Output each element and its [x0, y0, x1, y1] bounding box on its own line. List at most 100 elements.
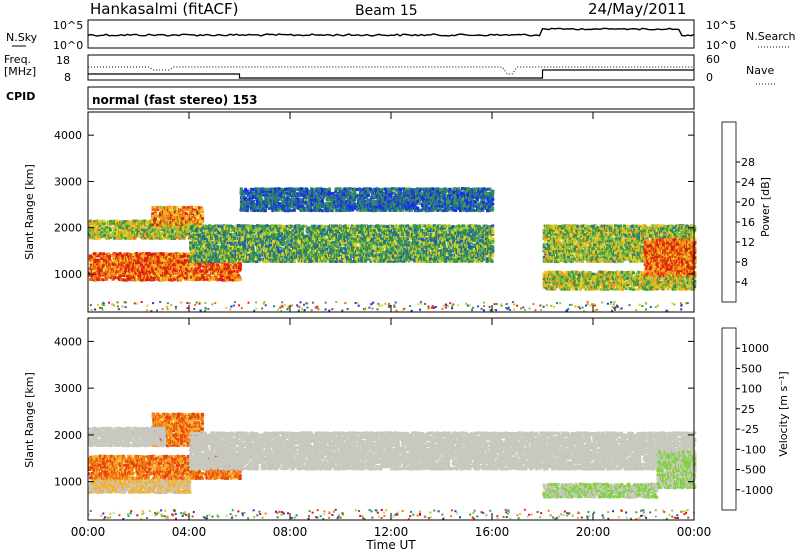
echo-cell — [208, 224, 212, 228]
echo-cell — [153, 252, 156, 256]
echo-cell — [218, 258, 222, 261]
echo-cell — [91, 269, 95, 273]
echo-cell — [163, 276, 167, 280]
echo-cell — [165, 220, 169, 224]
echo-cell — [240, 231, 244, 234]
echo-cell — [178, 272, 182, 275]
echo-cell — [118, 252, 122, 256]
echo-cell — [140, 254, 144, 258]
echo-cell — [240, 251, 244, 255]
echo-cell — [178, 210, 182, 214]
echo-cell — [167, 228, 171, 232]
echo-cell — [231, 255, 235, 259]
echo-cell — [264, 229, 268, 233]
echo-cell — [172, 218, 175, 222]
echo-cell — [209, 278, 212, 282]
echo-cell — [303, 247, 307, 251]
echo-cell — [209, 229, 213, 233]
echo-cell — [144, 273, 148, 277]
echo-cell — [265, 259, 269, 263]
echo-cell — [90, 230, 94, 234]
echo-cell — [101, 224, 105, 228]
echo-cell — [271, 251, 275, 255]
echo-cell — [261, 237, 265, 241]
echo-cell — [90, 271, 93, 275]
echo-cell — [94, 234, 98, 238]
echo-cell — [100, 228, 104, 232]
echo-cell — [217, 226, 221, 230]
echo-cell — [407, 240, 411, 244]
echo-cell — [196, 249, 200, 253]
echo-cell — [144, 254, 147, 258]
echo-cell — [312, 229, 316, 233]
echo-cell — [203, 240, 207, 244]
echo-cell — [315, 236, 319, 240]
echo-cell — [126, 263, 130, 267]
echo-cell — [275, 257, 279, 261]
echo-cell — [279, 260, 283, 263]
echo-cell — [273, 247, 277, 251]
echo-cell — [241, 257, 245, 261]
echo-cell — [253, 229, 257, 232]
cpid-label: CPID — [6, 90, 35, 103]
echo-cell — [135, 252, 139, 255]
echo-cell — [196, 276, 200, 280]
echo-cell — [298, 239, 302, 243]
echo-cell — [265, 240, 269, 244]
echo-cell — [161, 276, 165, 280]
echo-cell — [273, 233, 276, 237]
echo-cell — [251, 257, 255, 261]
echo-cell — [210, 230, 214, 234]
echo-cell — [102, 232, 106, 236]
echo-cell — [224, 234, 228, 238]
echo-cell — [223, 265, 227, 269]
echo-cell — [93, 272, 97, 276]
echo-cell — [334, 224, 338, 228]
echo-cell — [184, 276, 187, 280]
echo-cell — [272, 259, 275, 263]
echo-cell — [169, 222, 173, 226]
echo-cell — [315, 233, 319, 237]
echo-cell — [284, 259, 287, 263]
echo-cell — [133, 222, 137, 225]
echo-cell — [265, 226, 269, 230]
echo-cell — [257, 259, 261, 263]
echo-cell — [284, 229, 288, 233]
echo-cell — [138, 271, 142, 275]
echo-cell — [260, 235, 264, 238]
echo-cell — [308, 253, 312, 257]
echo-cell — [232, 271, 236, 275]
echo-cell — [176, 275, 180, 279]
echo-cell — [181, 220, 185, 224]
echo-cell — [256, 228, 260, 232]
echo-cell — [283, 253, 286, 257]
echo-cell — [198, 208, 202, 211]
echo-cell — [302, 249, 306, 253]
echo-cell — [315, 239, 319, 243]
echo-cell — [171, 232, 175, 236]
echo-cell — [166, 232, 170, 236]
echo-cell — [260, 224, 264, 228]
echo-cell — [126, 274, 129, 278]
freq-label: Freq. — [4, 53, 31, 66]
echo-cell — [109, 228, 112, 232]
echo-cell — [301, 234, 304, 238]
echo-cell — [266, 243, 270, 246]
echo-cell — [230, 253, 234, 257]
echo-cell — [292, 233, 296, 237]
echo-cell — [265, 247, 268, 251]
echo-cell — [88, 271, 92, 275]
echo-cell — [257, 232, 261, 236]
echo-cell — [312, 233, 316, 237]
echo-cell — [176, 263, 180, 267]
echo-cell — [251, 245, 255, 249]
echo-cell — [128, 272, 132, 275]
echo-cell — [231, 273, 235, 277]
echo-cell — [182, 213, 186, 217]
echo-cell — [135, 256, 138, 260]
echo-cell — [264, 233, 268, 237]
echo-cell — [321, 226, 325, 230]
echo-cell — [317, 243, 321, 247]
echo-cell — [109, 263, 113, 267]
echo-cell — [172, 256, 176, 260]
